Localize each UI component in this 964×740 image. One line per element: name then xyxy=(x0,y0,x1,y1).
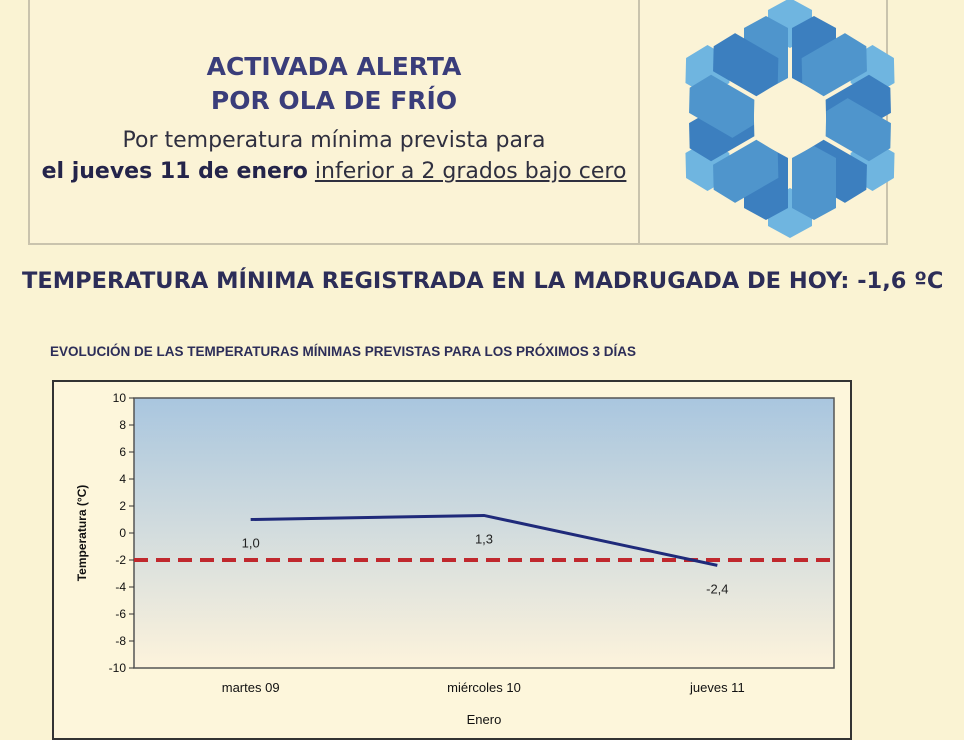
min-temp-heading: TEMPERATURA MÍNIMA REGISTRADA EN LA MADR… xyxy=(22,268,944,294)
x-tick-label: jueves 11 xyxy=(689,680,745,695)
temperature-chart: 10 8 6 4 2 0 -2 -4 -6 -8 -10 martes 09 miércoles 10… xyxy=(75,391,835,727)
y-tick-label: -2 xyxy=(115,553,126,567)
alert-text: ACTIVADA ALERTA POR OLA DE FRÍO Por temp… xyxy=(30,50,638,188)
x-axis-label: Enero xyxy=(467,712,502,727)
snowflake-icon xyxy=(670,0,910,238)
plot-area xyxy=(133,397,835,669)
data-label: -2,4 xyxy=(706,581,728,596)
y-tick-label: 2 xyxy=(119,499,126,513)
y-tick-label: -10 xyxy=(109,661,127,675)
alert-reason: Por temperatura mínima prevista para xyxy=(122,128,546,153)
alert-date: el jueves 11 de enero xyxy=(41,159,308,184)
y-tick-label: -6 xyxy=(115,607,126,621)
y-axis-label: Temperatura (°C) xyxy=(75,485,89,582)
y-tick-label: -4 xyxy=(115,580,126,594)
alert-title-line1: ACTIVADA ALERTA xyxy=(206,52,462,81)
alert-date-line: el jueves 11 de enero inferior a 2 grado… xyxy=(30,156,638,188)
y-tick-label: 0 xyxy=(119,526,126,540)
y-tick-label: 4 xyxy=(119,472,126,486)
alert-title-line2: POR OLA DE FRÍO xyxy=(210,86,458,115)
y-tick-label: 6 xyxy=(119,445,126,459)
alert-threshold-text: inferior a 2 grados bajo cero xyxy=(314,159,627,184)
x-tick-label: martes 09 xyxy=(222,680,280,695)
y-tick-label: -8 xyxy=(115,634,126,648)
y-tick-label: 10 xyxy=(113,391,127,405)
chart-title: EVOLUCIÓN DE LAS TEMPERATURAS MÍNIMAS PR… xyxy=(50,344,637,359)
data-label: 1,0 xyxy=(242,536,260,551)
series-line xyxy=(250,513,718,567)
x-tick-label: miércoles 10 xyxy=(447,680,521,695)
data-label: 1,3 xyxy=(475,531,493,546)
y-tick-label: 8 xyxy=(119,418,126,432)
chart-frame: 10 8 6 4 2 0 -2 -4 -6 -8 -10 martes 09 miércoles 10… xyxy=(52,380,852,740)
alert-divider xyxy=(638,0,640,243)
alert-banner: ACTIVADA ALERTA POR OLA DE FRÍO Por temp… xyxy=(28,0,910,245)
